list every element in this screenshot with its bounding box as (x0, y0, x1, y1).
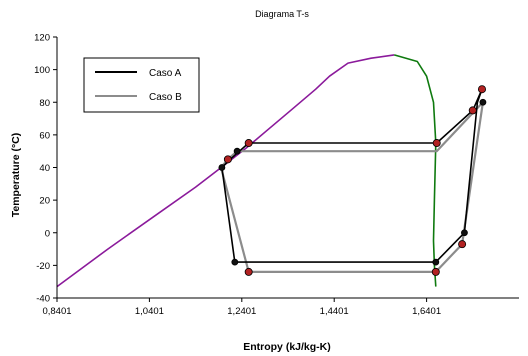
y-tick-label: -40 (36, 294, 50, 305)
state-point-marker (458, 240, 467, 249)
state-point-marker (231, 258, 239, 266)
y-tick-label: 20 (39, 196, 50, 207)
legend: Caso A Caso B (83, 57, 200, 113)
state-point-marker (432, 139, 441, 148)
x-tick-label: 1,0401 (135, 306, 164, 317)
x-tick-label: 0,8401 (42, 306, 71, 317)
y-tick-label: -20 (36, 261, 50, 272)
state-point-marker (233, 147, 241, 155)
x-axis-title: Entropy (kJ/kg-K) (243, 341, 331, 353)
y-tick-label: 0 (45, 228, 50, 239)
state-point-marker (468, 106, 477, 115)
y-tick-label: 120 (34, 33, 50, 44)
state-point-marker (461, 229, 468, 237)
series-line-saturated-vapor (393, 54, 437, 287)
y-tick-label: 60 (39, 130, 50, 141)
state-point-marker (477, 85, 486, 94)
state-point-marker (432, 258, 440, 266)
legend-label-caso-a: Caso A (149, 68, 182, 79)
axes: -40 -20 0 20 40 60 80 100 120 0,8401 1,0401 1,2401… (34, 33, 519, 317)
plot-markers (218, 85, 487, 276)
state-point-marker (244, 267, 253, 276)
y-tick-label: 40 (39, 163, 50, 174)
series-line-caso-a (221, 88, 483, 263)
state-point-marker (244, 139, 253, 148)
legend-label-caso-b: Caso B (149, 92, 182, 103)
y-ticks: -40 -20 0 20 40 60 80 100 120 (34, 33, 57, 305)
state-point-marker (218, 164, 226, 171)
chart-title: Diagrama T-s (255, 9, 309, 19)
series-line-saturated-liquid (56, 54, 395, 288)
y-tick-label: 100 (34, 65, 50, 76)
state-point-marker (223, 155, 232, 164)
x-ticks: 0,8401 1,0401 1,2401 1,4401 1,6401 (42, 298, 441, 317)
series-line-caso-b (219, 101, 484, 273)
state-point-marker (431, 267, 440, 276)
state-point-marker (479, 98, 487, 106)
x-tick-label: 1,4401 (320, 306, 349, 317)
x-tick-label: 1,2401 (227, 306, 256, 317)
y-axis-title: Temperature (°C) (10, 133, 22, 218)
y-tick-label: 80 (39, 98, 50, 109)
legend-box (83, 57, 200, 113)
x-tick-label: 1,6401 (412, 306, 441, 317)
